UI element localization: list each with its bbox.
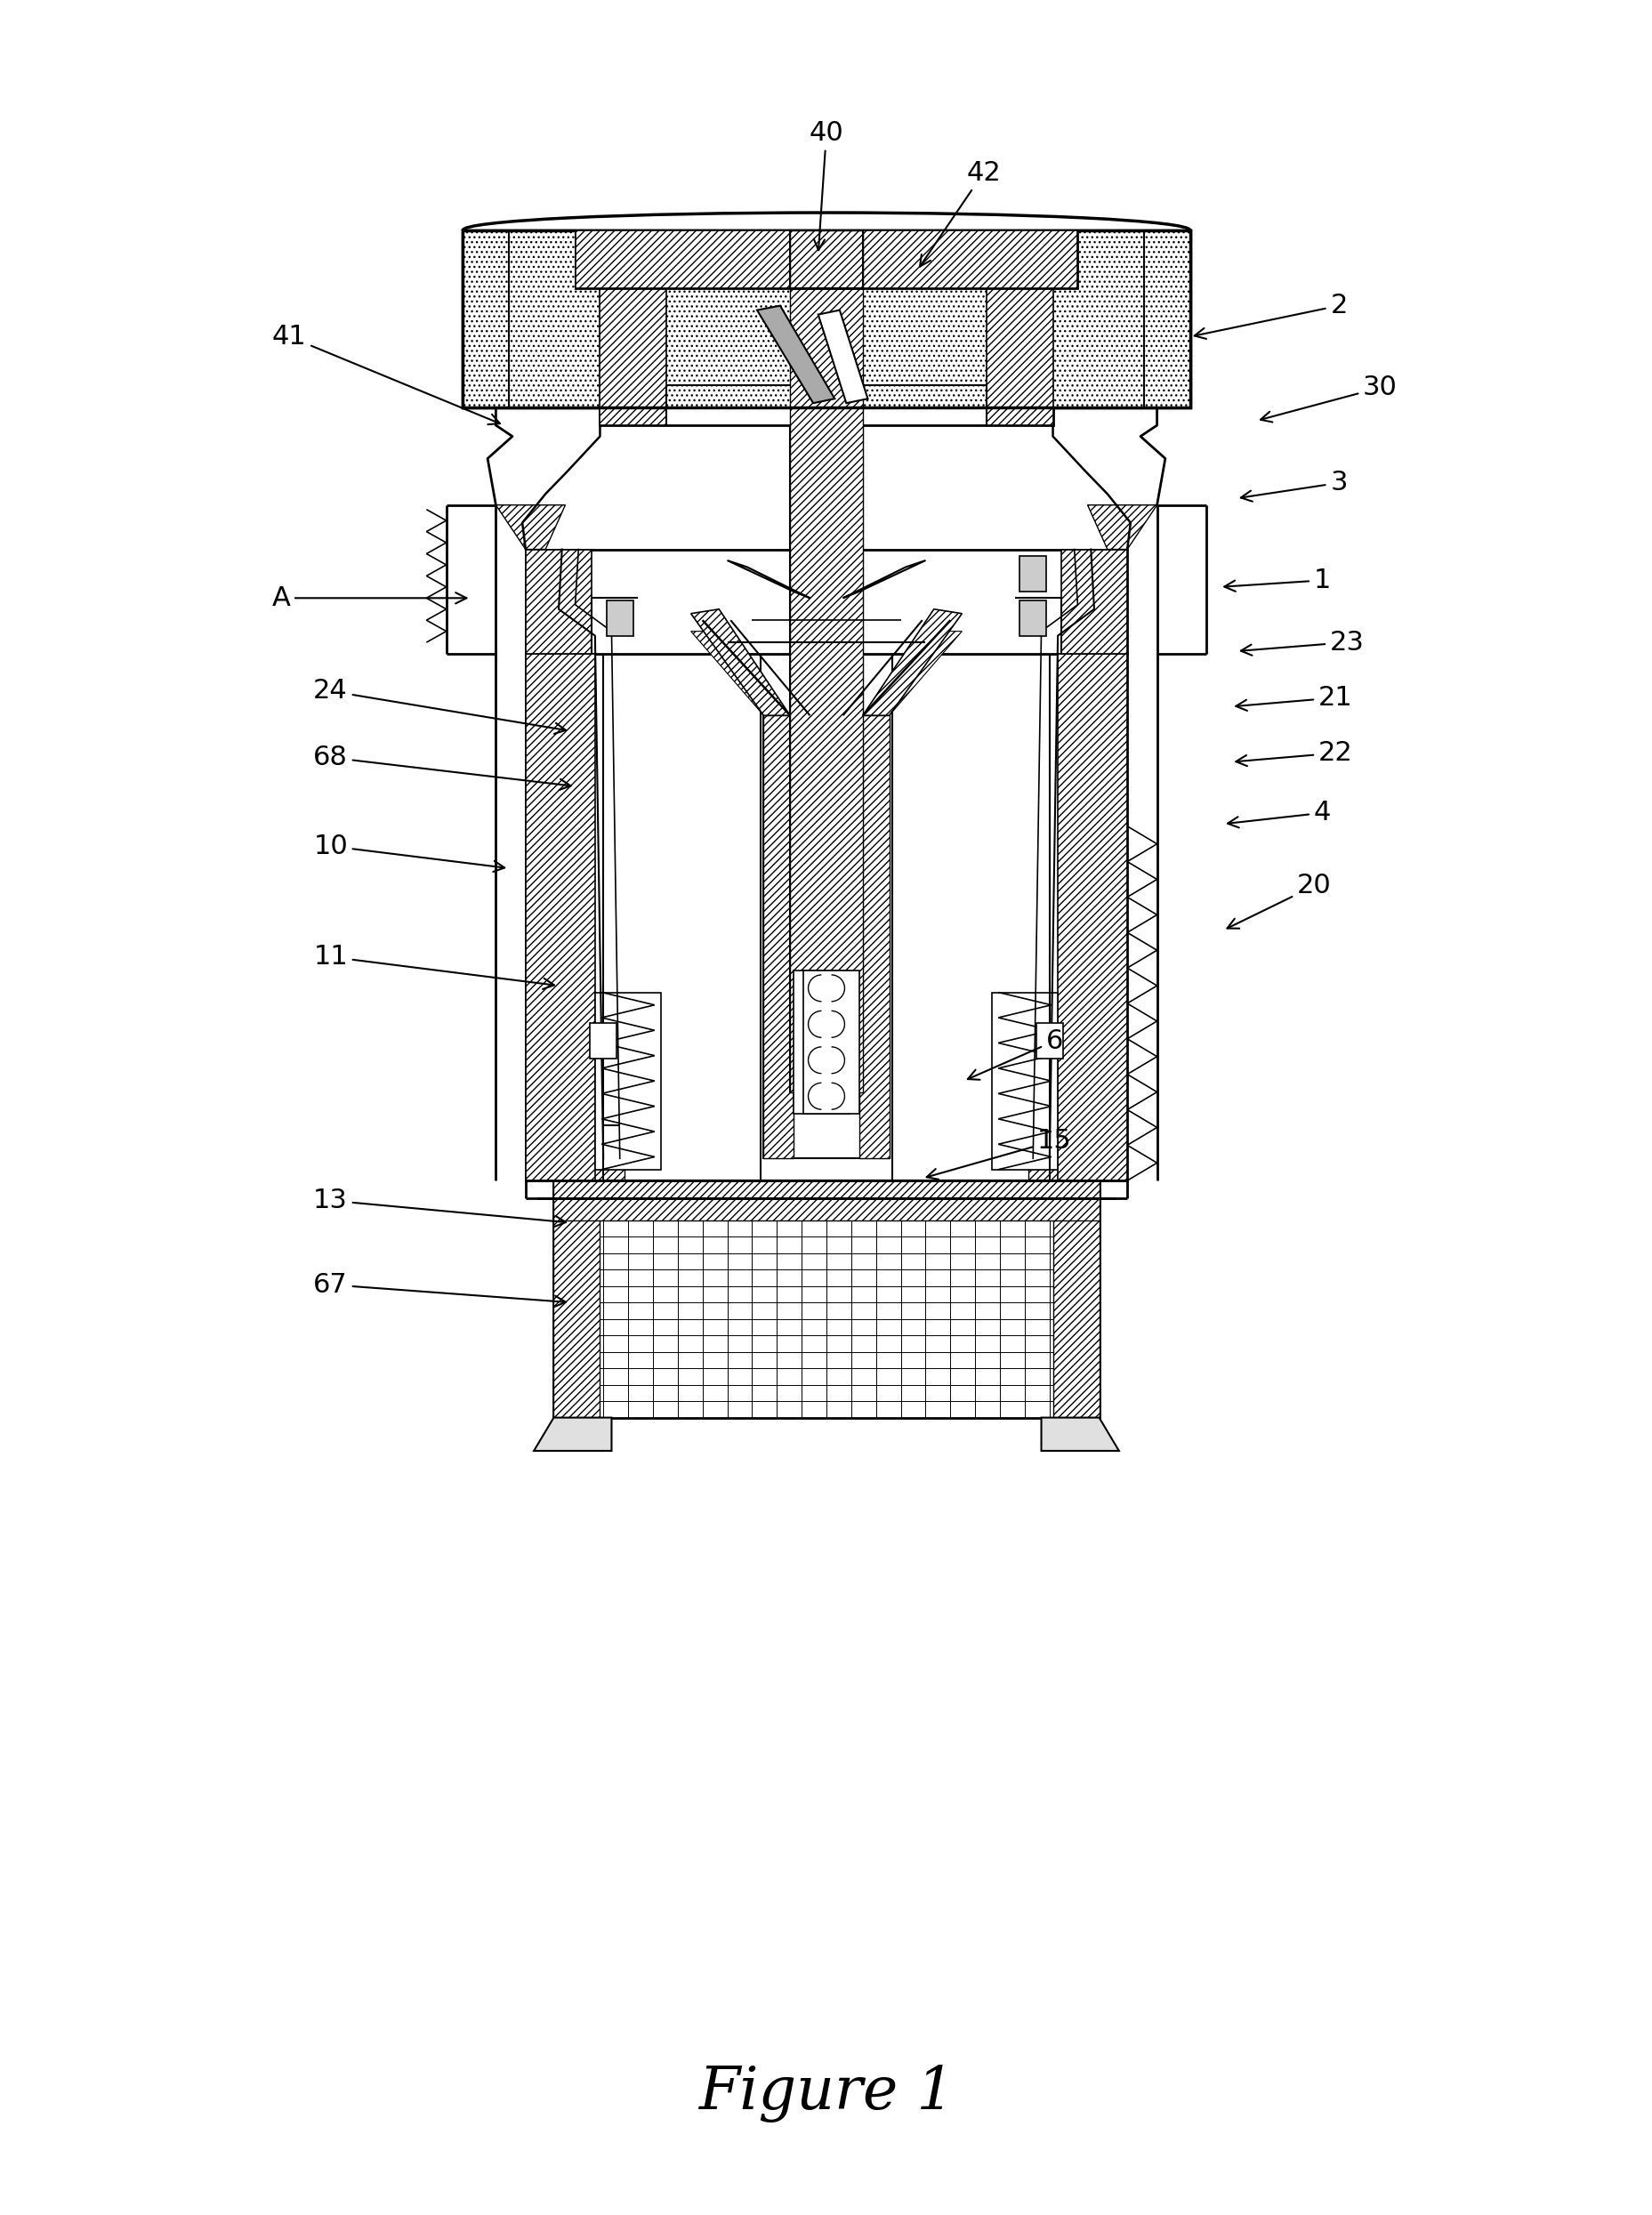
Text: 23: 23 <box>1241 629 1363 656</box>
Bar <box>1019 600 1046 636</box>
Text: 22: 22 <box>1236 740 1351 766</box>
Bar <box>790 230 862 288</box>
Text: 3: 3 <box>1241 470 1346 501</box>
Text: 4: 4 <box>1227 800 1330 828</box>
Bar <box>525 653 1127 1181</box>
Text: 10: 10 <box>314 833 504 873</box>
Bar <box>1028 1114 1090 1181</box>
Polygon shape <box>1041 1418 1118 1451</box>
Text: 6: 6 <box>968 1028 1062 1079</box>
Polygon shape <box>862 631 961 715</box>
Bar <box>525 653 595 1181</box>
Bar <box>553 1181 1099 1418</box>
Text: 24: 24 <box>314 678 565 733</box>
Text: 42: 42 <box>920 159 999 266</box>
Bar <box>790 288 862 1092</box>
Bar <box>1061 549 1127 653</box>
Polygon shape <box>757 306 834 403</box>
Text: 21: 21 <box>1236 684 1351 711</box>
Bar <box>763 715 889 1158</box>
Bar <box>991 992 1057 1170</box>
Text: 68: 68 <box>314 744 570 791</box>
Text: A: A <box>271 585 466 611</box>
Bar <box>1019 556 1046 591</box>
Polygon shape <box>818 310 867 403</box>
Bar <box>525 549 1127 653</box>
Text: Figure 1: Figure 1 <box>699 2064 953 2122</box>
Polygon shape <box>534 1418 611 1451</box>
Bar <box>790 288 862 1092</box>
Text: 2: 2 <box>1194 292 1346 339</box>
Polygon shape <box>727 560 809 598</box>
Bar <box>553 1181 600 1418</box>
Bar <box>595 992 661 1170</box>
Text: 15: 15 <box>927 1127 1070 1178</box>
Bar <box>562 1114 624 1181</box>
Bar <box>600 288 666 425</box>
Text: 67: 67 <box>314 1271 565 1307</box>
Bar <box>790 230 862 288</box>
Bar <box>793 970 849 1114</box>
Text: 11: 11 <box>314 944 553 990</box>
Text: 1: 1 <box>1224 567 1330 594</box>
Bar <box>1052 1181 1099 1418</box>
Bar <box>463 230 1189 408</box>
Polygon shape <box>691 609 790 715</box>
Bar <box>590 1023 616 1059</box>
Bar <box>859 715 889 1158</box>
Bar <box>575 230 1077 288</box>
Bar <box>986 288 1052 425</box>
Text: 20: 20 <box>1226 873 1330 928</box>
Bar <box>606 600 633 636</box>
Bar <box>763 715 793 1158</box>
Polygon shape <box>843 560 925 598</box>
Bar <box>525 549 591 653</box>
Bar <box>575 230 1077 288</box>
Polygon shape <box>862 609 961 715</box>
Polygon shape <box>691 631 790 715</box>
Bar <box>600 288 1052 425</box>
Bar <box>1057 653 1127 1181</box>
Text: 30: 30 <box>1260 374 1396 423</box>
Bar <box>463 230 1189 408</box>
Text: 40: 40 <box>809 120 843 250</box>
Bar <box>463 230 1189 408</box>
Bar <box>1036 1023 1062 1059</box>
Text: 41: 41 <box>273 323 499 425</box>
Text: 13: 13 <box>314 1187 565 1227</box>
Polygon shape <box>1087 505 1156 549</box>
Polygon shape <box>496 505 565 549</box>
Bar <box>803 970 859 1114</box>
Bar <box>553 1181 1099 1220</box>
